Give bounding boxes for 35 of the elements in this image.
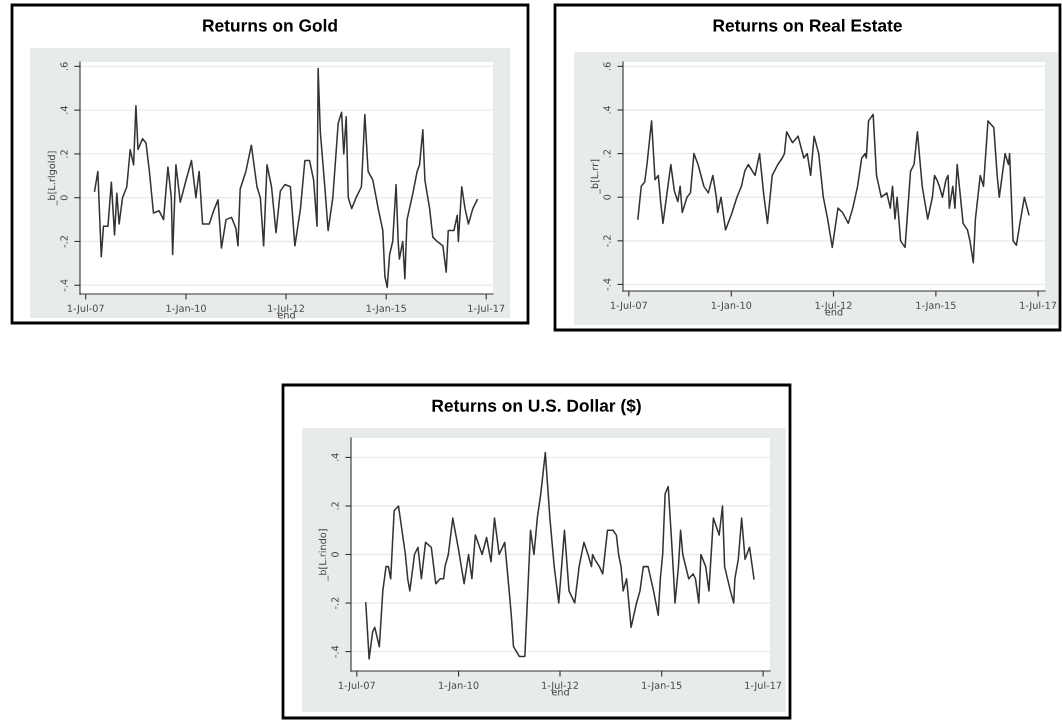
y-tick-label: .2 bbox=[60, 150, 68, 158]
x-tick-label: 1-Jul-07 bbox=[338, 681, 375, 691]
y-tick-label: 0 bbox=[603, 194, 611, 200]
y-axis-title: _b[L.rlgold] bbox=[47, 151, 58, 206]
y-tick-label: 0 bbox=[60, 195, 68, 201]
x-tick-label: 1-Jul-07 bbox=[610, 301, 647, 311]
y-tick-label: .4 bbox=[60, 106, 68, 114]
y-tick-label: -.4 bbox=[60, 279, 68, 292]
y-tick-label: 0 bbox=[331, 552, 339, 557]
x-tick-label: 1-Jul-17 bbox=[1020, 301, 1057, 311]
chart-title: Returns on Real Estate bbox=[713, 18, 902, 32]
x-tick-label: 1-Jul-07 bbox=[67, 304, 104, 314]
y-tick-label: -.4 bbox=[331, 645, 339, 658]
x-tick-label: 1-Jan-10 bbox=[439, 681, 479, 691]
y-tick-label: .2 bbox=[603, 149, 611, 158]
y-tick-label: .2 bbox=[331, 502, 339, 510]
y-tick-label: -.4 bbox=[603, 278, 611, 291]
x-tick-label: 1-Jan-10 bbox=[711, 301, 752, 311]
x-tick-label: 1-Jan-15 bbox=[366, 304, 406, 314]
y-tick-label: -.2 bbox=[60, 236, 68, 248]
chart-title: Returns on U.S. Dollar ($) bbox=[432, 398, 641, 416]
y-tick-label: .6 bbox=[603, 62, 611, 70]
x-tick-label: 1-Jul-17 bbox=[745, 681, 782, 691]
y-tick-label: -.2 bbox=[331, 597, 339, 609]
x-tick-label: 1-Jan-15 bbox=[642, 681, 682, 691]
y-axis-title: _b[L.rindo] bbox=[318, 529, 329, 581]
y-tick-label: .4 bbox=[603, 105, 611, 114]
y-tick-label: .6 bbox=[60, 62, 68, 70]
y-tick-label: .4 bbox=[331, 453, 339, 462]
x-tick-label: 1-Jul-17 bbox=[468, 304, 505, 314]
x-tick-label: 1-Jan-15 bbox=[916, 301, 956, 311]
y-axis-title: _b[L.rr] bbox=[590, 159, 601, 195]
x-tick-label: 1-Jan-10 bbox=[166, 304, 206, 314]
chart-title: Returns on Gold bbox=[203, 18, 337, 32]
y-tick-label: -.2 bbox=[603, 235, 611, 247]
